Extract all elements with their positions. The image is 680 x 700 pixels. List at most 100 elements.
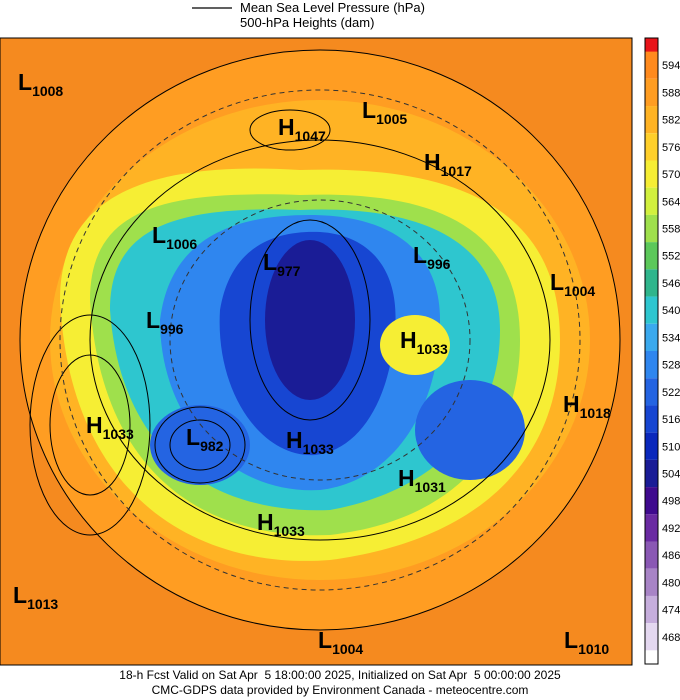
pressure-system: H1047 (278, 114, 326, 144)
colorbar-label: 516 (662, 414, 680, 426)
colorbar-cell (645, 214, 658, 243)
colorbar-cell (645, 133, 658, 161)
colorbar-cell (645, 541, 658, 569)
fill-legend: 500-hPa Heights (dam) (240, 15, 374, 30)
system-letter: L (13, 582, 27, 608)
system-letter: L (152, 222, 166, 248)
colorbar-label: 528 (662, 360, 680, 372)
colorbar-cell (645, 323, 658, 351)
colorbar-cell (645, 187, 658, 215)
pressure-system: L1013 (13, 582, 58, 612)
colorbar-label: 540 (662, 305, 680, 317)
system-value: 1004 (564, 283, 595, 299)
system-value: 1004 (332, 641, 363, 657)
pressure-system: L1004 (550, 269, 595, 299)
pressure-system: L1005 (362, 97, 407, 127)
colorbar-cell (645, 51, 658, 79)
system-letter: H (424, 149, 441, 175)
colorbar-label: 498 (662, 496, 680, 508)
colorbar-cell (645, 487, 658, 515)
system-letter: H (278, 114, 295, 140)
colorbar-label: 558 (662, 224, 680, 236)
colorbar-label: 534 (662, 332, 680, 344)
colorbar: 594 588 582 576 570 564 558 552 546 540 534 528 522 5… (644, 37, 680, 665)
colorbar-cell (645, 351, 658, 379)
system-value: 996 (427, 256, 451, 272)
colorbar-label: 492 (662, 523, 680, 535)
system-letter: L (564, 627, 578, 653)
colorbar-cell (645, 405, 658, 433)
footer-line: 18-h Fcst Valid on Sat Apr 5 18:00:00 20… (119, 668, 561, 682)
system-value: 1033 (417, 341, 448, 357)
colorbar-cell (645, 296, 658, 324)
colorbar-cell (645, 269, 658, 297)
colorbar-frame (644, 37, 659, 665)
system-letter: H (286, 427, 303, 453)
colorbar-label: 546 (662, 278, 680, 290)
footer-line: CMC-GDPS data provided by Environment Ca… (152, 683, 529, 697)
system-value: 1005 (376, 111, 407, 127)
colorbar-cell (645, 459, 658, 488)
colorbar-cell (645, 650, 658, 664)
colorbar-label: 588 (662, 87, 680, 99)
system-value: 1006 (166, 236, 197, 252)
colorbar-label: 486 (662, 550, 680, 562)
system-value: 1031 (415, 479, 446, 495)
pressure-system: L1004 (318, 627, 363, 657)
system-letter: H (563, 391, 580, 417)
system-value: 1033 (103, 426, 134, 442)
colorbar-cell (645, 568, 658, 596)
colorbar-label: 552 (662, 251, 680, 263)
colorbar-cell (645, 432, 658, 460)
system-letter: H (86, 412, 103, 438)
colorbar-label: 576 (662, 142, 680, 154)
pressure-system: H1031 (398, 465, 446, 495)
pressure-systems: L1008H1047L1005H1017L1006L977L996L1004L9… (13, 69, 611, 657)
system-letter: L (186, 424, 200, 450)
colorbar-cell (645, 514, 658, 542)
colorbar-cell (645, 106, 658, 134)
system-value: 1033 (274, 523, 305, 539)
system-value: 1017 (441, 163, 472, 179)
pressure-system: H1033 (286, 427, 334, 457)
system-value: 977 (277, 263, 301, 279)
colorbar-cell (645, 242, 658, 270)
colorbar-label: 582 (662, 115, 680, 127)
colorbar-label: 564 (662, 196, 680, 208)
colorbar-label: 474 (662, 605, 680, 617)
system-letter: H (400, 327, 417, 353)
system-value: 1018 (580, 405, 611, 421)
system-letter: H (398, 465, 415, 491)
colorbar-label: 594 (662, 60, 680, 72)
system-letter: L (550, 269, 564, 295)
colorbar-label: 510 (662, 441, 680, 453)
colorbar-label: 480 (662, 577, 680, 589)
system-value: 1008 (32, 83, 63, 99)
colorbar-label: 504 (662, 468, 680, 480)
pressure-system: L977 (263, 249, 301, 279)
pressure-system: H1033 (86, 412, 134, 442)
system-letter: L (318, 627, 332, 653)
colorbar-cell (645, 378, 658, 406)
colorbar-label: 522 (662, 387, 680, 399)
pressure-system: L996 (146, 307, 184, 337)
pressure-system: L982 (186, 424, 224, 454)
colorbar-label: 468 (662, 632, 680, 644)
system-value: 1013 (27, 596, 58, 612)
system-letter: L (146, 307, 160, 333)
pressure-system: H1033 (400, 327, 448, 357)
pressure-system: L996 (413, 242, 451, 272)
system-letter: H (257, 509, 274, 535)
system-letter: L (413, 242, 427, 268)
pressure-system: H1018 (563, 391, 611, 421)
pressure-system: L1010 (564, 627, 609, 657)
system-letter: L (18, 69, 32, 95)
line-legend: Mean Sea Level Pressure (hPa) (240, 0, 425, 15)
pressure-system: H1017 (424, 149, 472, 179)
system-value: 982 (200, 438, 224, 454)
colorbar-cell (645, 623, 658, 651)
system-value: 1033 (303, 441, 334, 457)
system-letter: L (263, 249, 277, 275)
system-letter: L (362, 97, 376, 123)
